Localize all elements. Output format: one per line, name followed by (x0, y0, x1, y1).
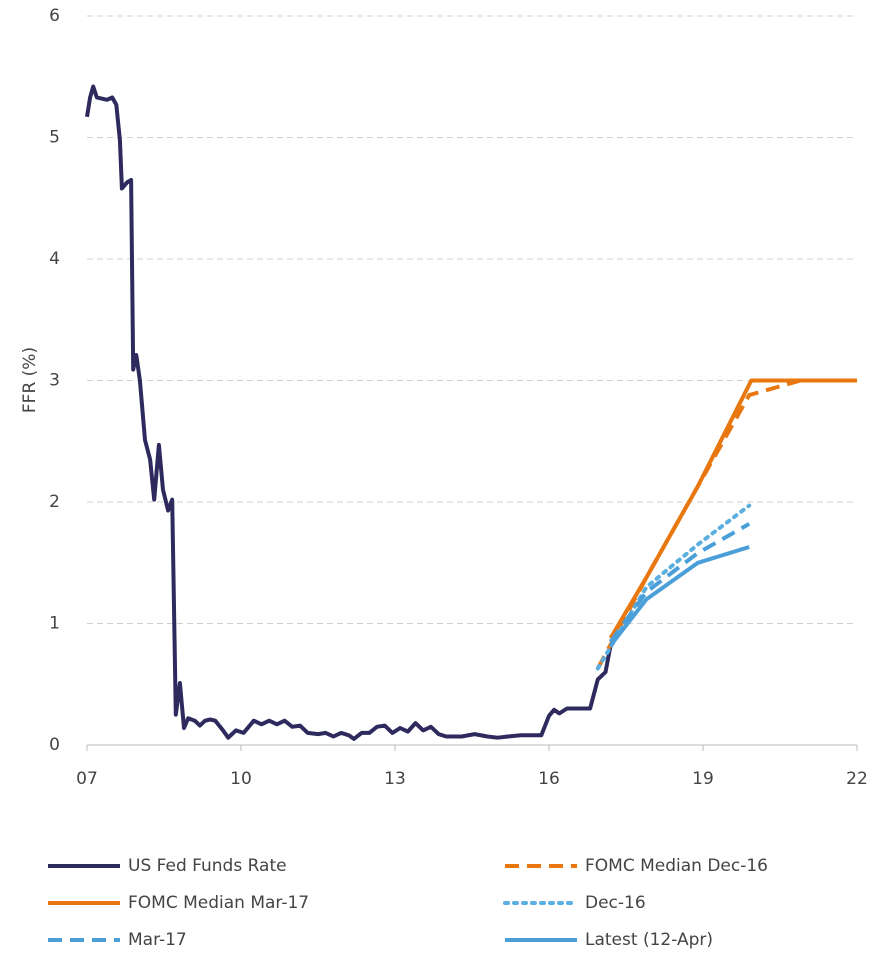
legend-label: Latest (12-Apr) (585, 930, 713, 950)
series-line (608, 522, 751, 643)
legend-label: FOMC Median Dec-16 (585, 856, 768, 876)
x-tick-label: 22 (846, 769, 868, 789)
x-tick-label: 13 (384, 769, 406, 789)
series-line (608, 378, 857, 640)
x-tick-label: 19 (692, 769, 714, 789)
y-tick-label: 5 (49, 128, 60, 148)
y-tick-label: 3 (49, 371, 60, 391)
y-tick-label: 6 (49, 6, 60, 26)
y-axis-label: FFR (%) (20, 347, 40, 413)
y-tick-label: 4 (49, 249, 60, 269)
series-line (85, 84, 613, 741)
y-tick-label: 1 (49, 614, 60, 634)
legend-label: Mar-17 (128, 930, 187, 950)
y-tick-label: 0 (49, 735, 60, 755)
legend-label: US Fed Funds Rate (128, 856, 287, 876)
x-tick-label: 16 (538, 769, 560, 789)
y-tick-label: 2 (49, 492, 60, 512)
x-tick-label: 07 (76, 769, 98, 789)
legend-label: Dec-16 (585, 893, 646, 913)
x-tick-label: 10 (230, 769, 252, 789)
legend-label: FOMC Median Mar-17 (128, 893, 309, 913)
series-line (609, 545, 750, 647)
